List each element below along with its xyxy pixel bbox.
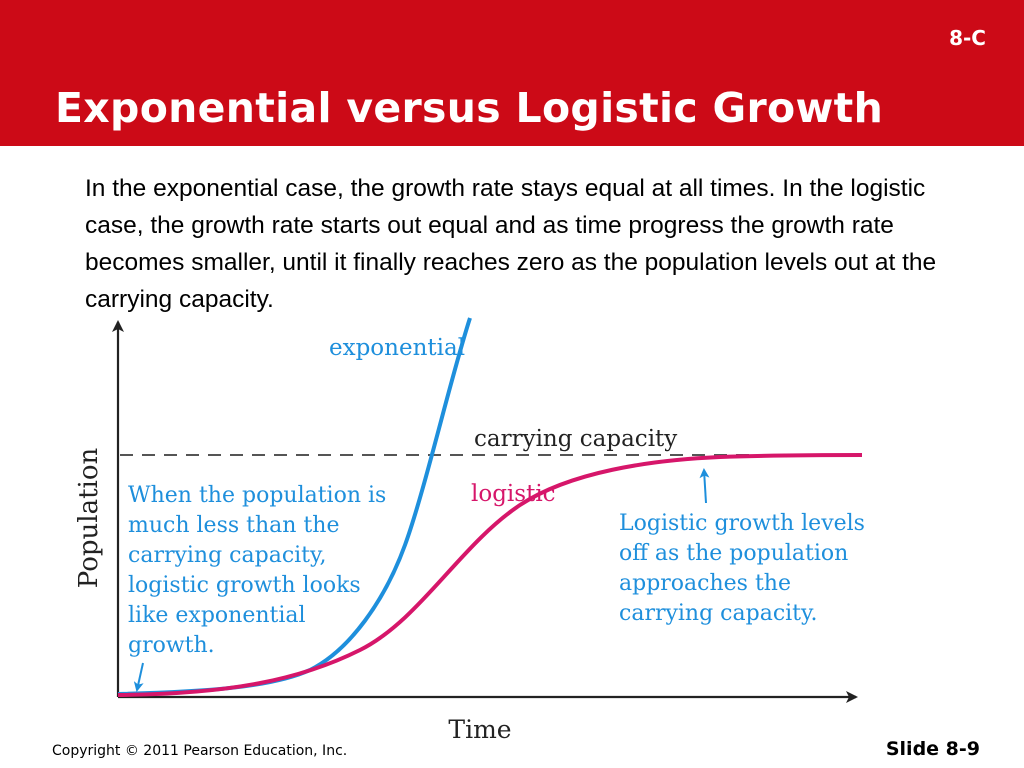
slide-number: Slide 8-9 (885, 738, 980, 760)
left-annotation: When the population is much less than th… (128, 483, 386, 658)
right-annotation-line: approaches the (619, 571, 791, 596)
right-annotation-line: Logistic growth levels (619, 511, 865, 536)
left-annotation-line: growth. (128, 633, 215, 658)
left-annotation-arrow (133, 662, 144, 692)
left-annotation-line: When the population is (128, 483, 386, 508)
left-annotation-line: much less than the (128, 513, 339, 538)
right-annotation-line: off as the population (619, 541, 848, 566)
copyright-notice: Copyright © 2011 Pearson Education, Inc. (52, 743, 348, 759)
right-annotation-line: carrying capacity. (619, 601, 818, 626)
growth-diagram: Population Time exponential carrying cap… (74, 317, 865, 740)
slide-header: 8-C Exponential versus Logistic Growth (0, 0, 1024, 146)
slide-title: Exponential versus Logistic Growth (55, 84, 884, 132)
right-annotation: Logistic growth levels off as the popula… (619, 511, 865, 626)
left-annotation-line: logistic growth looks (128, 573, 361, 598)
right-annotation-arrow (699, 468, 710, 504)
exponential-label: exponential (329, 335, 465, 361)
slide-code: 8-C (949, 26, 986, 50)
x-axis-label: Time (448, 715, 511, 740)
carrying-capacity-label: carrying capacity (474, 426, 677, 452)
y-axis-label: Population (74, 448, 104, 589)
left-annotation-line: like exponential (128, 603, 306, 628)
logistic-label: logistic (471, 481, 556, 507)
logistic-curve (117, 453, 863, 697)
left-annotation-line: carrying capacity, (128, 543, 327, 568)
body-text: In the exponential case, the growth rate… (85, 175, 937, 313)
